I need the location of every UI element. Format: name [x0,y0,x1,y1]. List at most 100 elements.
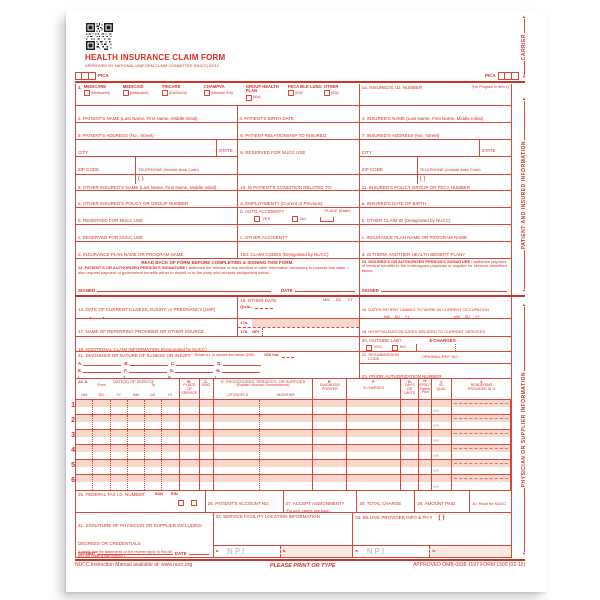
item9d-plan-name[interactable]: d. INSURANCE PLAN NAME OR PROGRAM NAME [76,242,239,258]
svc-qual[interactable]: NPI [432,415,453,429]
svc-cpt[interactable] [214,475,314,490]
medicare-checkbox[interactable] [83,90,90,97]
icd-ind-entry[interactable] [281,354,294,358]
svc-days[interactable] [401,475,420,490]
patient-signature-line[interactable] [97,288,271,293]
service-row[interactable]: 3 NPI [71,430,511,445]
place-state-box[interactable] [320,216,335,222]
item29-amount-paid[interactable]: 29. AMOUNT PAID$ [415,491,471,512]
svc-qual[interactable]: NPI [432,400,453,414]
service-row[interactable]: 4 NPI [71,445,511,460]
svc-provider-id[interactable] [452,460,511,474]
pica-left-boxes[interactable] [75,72,96,80]
svc-provider-id[interactable] [452,475,511,490]
svc-dates[interactable] [76,475,180,490]
patient-city-field[interactable]: CITY [76,140,217,156]
insured-city-field[interactable]: CITY [360,140,480,156]
svc-emg[interactable] [200,475,214,490]
svc-pointer[interactable] [313,475,348,490]
svc-qual[interactable]: NPI [432,460,453,474]
insured-zip-field[interactable]: ZIP CODE [360,157,418,184]
svc-charges[interactable] [347,460,402,474]
patient-sign-date-line[interactable] [294,288,355,293]
svc-emg[interactable] [200,460,214,474]
svc-pointer[interactable] [313,430,348,444]
service-row[interactable]: 6 NPI [71,475,511,490]
svc-pointer[interactable] [313,445,348,459]
svc-place[interactable] [180,415,200,429]
svc-epsdt[interactable] [419,400,433,414]
item5-patient-address[interactable]: 5. PATIENT'S ADDRESS (No., Street) [76,123,239,139]
item11b-other-claim-id[interactable]: b. OTHER CLAIM ID (Designated by NUCC) [361,218,451,223]
svc-charges[interactable] [347,415,402,429]
svc-days[interactable] [401,460,420,474]
svc-place[interactable] [180,475,200,490]
svc-dates[interactable] [76,460,180,474]
diagnosis-e-entry[interactable] [83,369,122,373]
tricare-checkbox[interactable] [161,90,168,97]
svc-epsdt[interactable] [419,460,433,474]
item22-resubmission[interactable]: 22. RESUBMISSION CODE ORIGINAL REF. NO. [359,352,511,364]
item11-policy-group[interactable]: 11. INSURED'S POLICY GROUP OR FECA NUMBE… [361,185,471,190]
item2-patient-name[interactable]: 2. PATIENT'S NAME (Last Name, First Name… [76,106,239,122]
svc-qual[interactable]: NPI [432,445,453,459]
insured-phone-field[interactable]: TELEPHONE (Include Area Code)( ) [419,167,481,182]
diagnosis-d-entry[interactable] [222,362,261,366]
item17-referring-provider[interactable]: 17. NAME OF REFERRING PROVIDER OR OTHER … [76,319,239,336]
diagnosis-g-entry[interactable] [175,369,214,373]
svc-days[interactable] [401,445,420,459]
svc-pointer[interactable] [313,400,348,414]
svc-emg[interactable] [200,430,214,444]
champva-checkbox[interactable] [203,90,210,97]
item17a-entry[interactable] [252,319,359,327]
svc-dates[interactable] [76,445,180,459]
outside-lab-yes-checkbox[interactable] [365,344,372,351]
svc-epsdt[interactable] [419,430,433,444]
svc-provider-id[interactable] [452,400,511,414]
svc-cpt[interactable] [214,430,314,444]
auto-accident-yes-checkbox[interactable] [254,216,261,223]
patient-zip-field[interactable]: ZIP CODE [76,157,136,184]
svc-emg[interactable] [200,400,214,414]
patient-phone-field[interactable]: TELEPHONE (Include Area Code)( ) [138,167,199,182]
mm-cell[interactable]: MM [78,317,91,318]
diagnosis-b-entry[interactable] [129,362,168,366]
item7-insured-address[interactable]: 7. INSURED'S ADDRESS (No., Street) [361,133,440,138]
insured-signature-line[interactable] [380,288,507,293]
item9-other-insured-name[interactable]: 9. OTHER INSURED'S NAME (Last Name, Firs… [76,175,239,190]
insured-state-field[interactable]: STATE [481,148,496,153]
svc-pointer[interactable] [313,415,348,429]
item32b-entry[interactable]: b. [279,546,353,557]
svc-qual[interactable]: NPI [432,475,453,490]
svc-place[interactable] [180,445,200,459]
svc-place[interactable] [180,400,200,414]
item28-total-charge[interactable]: 28. TOTAL CHARGE$ [357,491,416,512]
feca-blk-lung-checkbox[interactable] [287,90,294,97]
svc-days[interactable] [401,415,420,429]
svc-charges[interactable] [347,475,402,490]
diagnosis-c-entry[interactable] [176,362,215,366]
svc-emg[interactable] [200,415,214,429]
svc-charges[interactable] [347,430,402,444]
item19-additional-info[interactable]: 19. ADDITIONAL CLAIM INFORMATION (Design… [76,337,360,351]
auto-accident-no-checkbox[interactable] [292,216,299,223]
svc-provider-id[interactable] [452,430,511,444]
other-payer-checkbox[interactable] [323,90,330,97]
item1a-insured-id[interactable]: 1a. INSURED'S I.D. NUMBER (For Program in… [361,84,509,90]
item17b-npi-entry[interactable] [261,328,359,336]
svc-cpt[interactable] [214,445,314,459]
svc-provider-id[interactable] [452,415,511,429]
pica-right-boxes[interactable] [497,72,519,80]
item23-prior-auth[interactable]: 23. PRIOR AUTHORIZATION NUMBER [361,373,442,379]
svc-epsdt[interactable] [419,475,433,490]
svc-qual[interactable]: NPI [432,430,453,444]
medicaid-checkbox[interactable] [122,90,129,97]
outside-lab-no-checkbox[interactable] [391,344,398,351]
group-health-plan-checkbox[interactable] [245,94,252,101]
qual-entry[interactable] [254,305,273,310]
svc-cpt[interactable] [214,460,314,474]
svc-epsdt[interactable] [419,415,433,429]
svc-epsdt[interactable] [419,445,433,459]
svc-cpt[interactable] [214,400,314,414]
diagnosis-a-entry[interactable] [83,362,122,366]
